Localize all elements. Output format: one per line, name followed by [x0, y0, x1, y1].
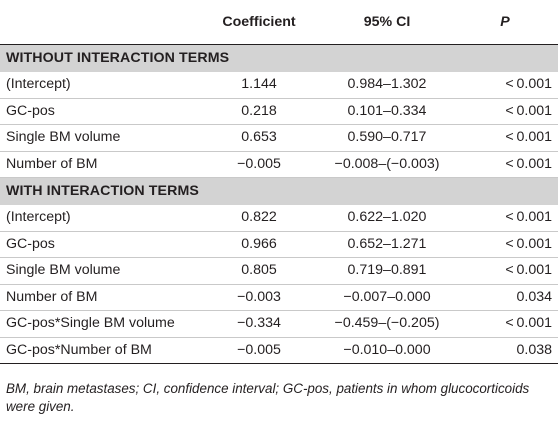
- row-label: GC-pos*Single BM volume: [0, 310, 196, 338]
- row-ci: 0.984–1.302: [322, 72, 452, 99]
- header-blank: [0, 0, 196, 45]
- row-coefficient: 0.218: [196, 98, 322, 125]
- table-row: (Intercept) 0.822 0.622–1.020 < 0.001: [0, 205, 558, 232]
- row-coefficient: 0.966: [196, 231, 322, 258]
- row-label: (Intercept): [0, 72, 196, 99]
- row-label: Number of BM: [0, 151, 196, 178]
- row-coefficient: 0.653: [196, 124, 322, 152]
- row-ci: 0.652–1.271: [322, 231, 452, 258]
- row-coefficient: 0.805: [196, 257, 322, 285]
- table-header: Coefficient 95% CI P: [0, 0, 558, 45]
- section-title: WITH INTERACTION TERMS: [0, 177, 558, 205]
- table-row: Number of BM −0.003 −0.007–0.000 0.034: [0, 284, 558, 311]
- header-row: Coefficient 95% CI P: [0, 0, 558, 45]
- row-ci: −0.008–(−0.003): [322, 151, 452, 178]
- table-row: Single BM volume 0.805 0.719–0.891 < 0.0…: [0, 257, 558, 285]
- row-ci: 0.622–1.020: [322, 205, 452, 232]
- row-label: (Intercept): [0, 205, 196, 232]
- row-p: < 0.001: [452, 124, 558, 152]
- section-row: WITH INTERACTION TERMS: [0, 177, 558, 205]
- row-p: < 0.001: [452, 205, 558, 232]
- row-ci: 0.590–0.717: [322, 124, 452, 152]
- row-coefficient: −0.005: [196, 337, 322, 364]
- regression-table: Coefficient 95% CI P WITHOUT INTERACTION…: [0, 0, 558, 364]
- table-row: GC-pos 0.966 0.652–1.271 < 0.001: [0, 231, 558, 258]
- row-coefficient: −0.005: [196, 151, 322, 178]
- row-label: GC-pos*Number of BM: [0, 337, 196, 364]
- table-row: Single BM volume 0.653 0.590–0.717 < 0.0…: [0, 124, 558, 152]
- section-row: WITHOUT INTERACTION TERMS: [0, 44, 558, 72]
- row-label: Single BM volume: [0, 124, 196, 152]
- row-p: < 0.001: [452, 151, 558, 178]
- row-p: 0.034: [452, 284, 558, 311]
- row-p: < 0.001: [452, 231, 558, 258]
- row-ci: −0.459–(−0.205): [322, 310, 452, 338]
- table-row: (Intercept) 1.144 0.984–1.302 < 0.001: [0, 72, 558, 99]
- row-p: < 0.001: [452, 257, 558, 285]
- row-p: 0.038: [452, 337, 558, 364]
- row-ci: −0.010–0.000: [322, 337, 452, 364]
- row-coefficient: 0.822: [196, 205, 322, 232]
- row-ci: −0.007–0.000: [322, 284, 452, 311]
- row-label: Number of BM: [0, 284, 196, 311]
- row-p: < 0.001: [452, 72, 558, 99]
- row-p: < 0.001: [452, 310, 558, 338]
- table-row: GC-pos*Number of BM −0.005 −0.010–0.000 …: [0, 337, 558, 364]
- row-label: GC-pos: [0, 231, 196, 258]
- table-body: WITHOUT INTERACTION TERMS (Intercept) 1.…: [0, 44, 558, 364]
- section-title: WITHOUT INTERACTION TERMS: [0, 44, 558, 72]
- row-coefficient: 1.144: [196, 72, 322, 99]
- row-coefficient: −0.003: [196, 284, 322, 311]
- table-row: GC-pos 0.218 0.101–0.334 < 0.001: [0, 98, 558, 125]
- table-footnote: BM, brain metastases; CI, confidence int…: [6, 381, 530, 414]
- row-coefficient: −0.334: [196, 310, 322, 338]
- row-p: < 0.001: [452, 98, 558, 125]
- row-ci: 0.719–0.891: [322, 257, 452, 285]
- header-ci: 95% CI: [322, 0, 452, 45]
- row-label: GC-pos: [0, 98, 196, 125]
- table-row: Number of BM −0.005 −0.008–(−0.003) < 0.…: [0, 151, 558, 178]
- header-coefficient: Coefficient: [196, 0, 322, 45]
- header-p: P: [452, 0, 558, 45]
- row-label: Single BM volume: [0, 257, 196, 285]
- row-ci: 0.101–0.334: [322, 98, 452, 125]
- table-row: GC-pos*Single BM volume −0.334 −0.459–(−…: [0, 310, 558, 338]
